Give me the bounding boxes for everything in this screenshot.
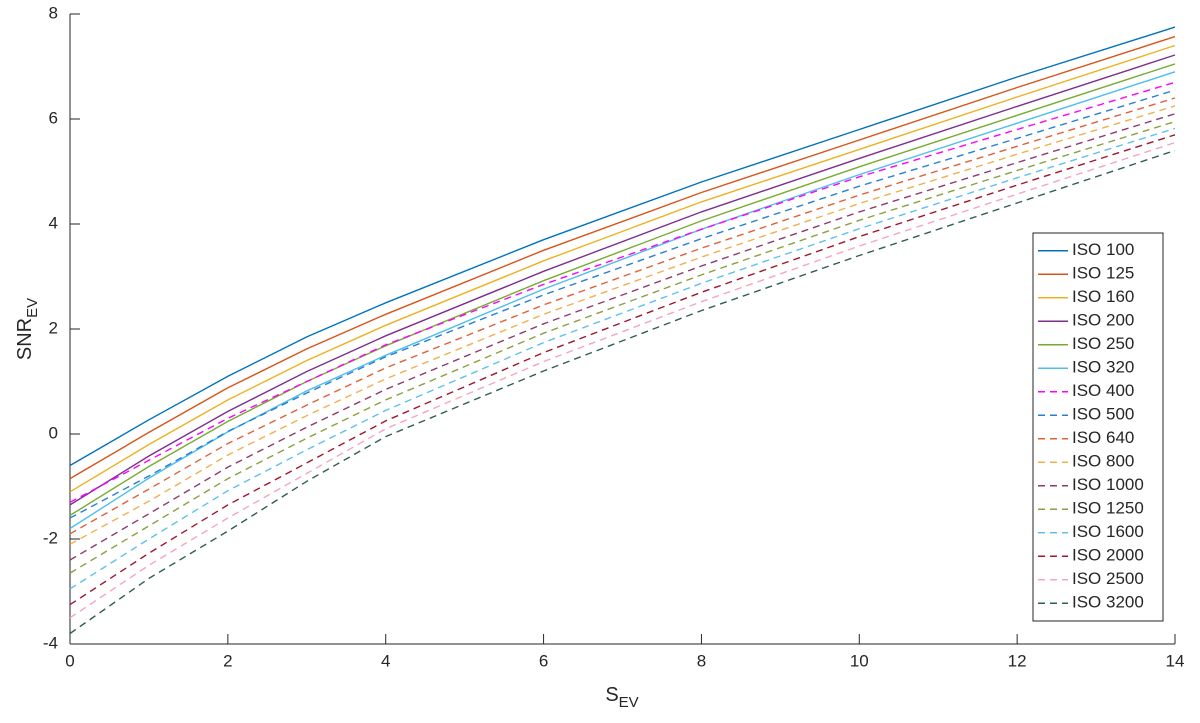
y-tick-label: 0 — [49, 423, 58, 442]
legend-label: ISO 2000 — [1072, 546, 1144, 565]
x-tick-label: 14 — [1166, 651, 1185, 670]
legend-label: ISO 1000 — [1072, 475, 1144, 494]
x-tick-label: 0 — [65, 651, 74, 670]
series-line — [69, 105, 1176, 545]
series-line — [69, 54, 1176, 506]
y-tick-label: -4 — [43, 633, 58, 652]
y-tick-label: 4 — [49, 213, 58, 232]
series-line — [69, 97, 1176, 535]
y-label-sub: EV — [24, 298, 41, 318]
legend-label: ISO 640 — [1072, 428, 1134, 447]
x-tick-label: 6 — [539, 651, 548, 670]
x-tick-label: 4 — [381, 651, 390, 670]
y-tick-label: 6 — [49, 108, 58, 127]
series-line — [69, 26, 1176, 467]
series-line — [69, 127, 1176, 590]
legend-label: ISO 160 — [1072, 287, 1134, 306]
x-label-main: S — [605, 684, 618, 706]
legend-label: ISO 250 — [1072, 334, 1134, 353]
legend-label: ISO 1600 — [1072, 522, 1144, 541]
series-line — [69, 149, 1176, 635]
legend-label: ISO 320 — [1072, 358, 1134, 377]
legend-label: ISO 1250 — [1072, 499, 1144, 518]
series-line — [69, 44, 1176, 493]
legend-label: ISO 400 — [1072, 381, 1134, 400]
legend-label: ISO 125 — [1072, 264, 1134, 283]
series-line — [69, 120, 1176, 574]
series-line — [69, 89, 1176, 519]
x-tick-label: 12 — [1008, 651, 1027, 670]
series-line — [69, 113, 1176, 561]
y-tick-label: -2 — [43, 528, 58, 547]
legend-label: ISO 800 — [1072, 452, 1134, 471]
series-line — [69, 141, 1176, 619]
legend-label: ISO 200 — [1072, 311, 1134, 330]
legend-label: ISO 3200 — [1072, 593, 1144, 612]
x-axis-label: SEV — [605, 684, 638, 711]
y-axis-label: SNREV — [14, 298, 41, 360]
y-tick-label: 8 — [49, 3, 58, 22]
legend-label: ISO 2500 — [1072, 569, 1144, 588]
x-tick-label: 8 — [697, 651, 706, 670]
legend-label: ISO 500 — [1072, 405, 1134, 424]
series-line — [69, 35, 1176, 480]
series-line — [69, 63, 1176, 516]
series-line — [69, 81, 1176, 503]
legend-label: ISO 100 — [1072, 240, 1134, 259]
x-tick-label: 10 — [850, 651, 869, 670]
x-tick-label: 2 — [223, 651, 232, 670]
y-tick-label: 2 — [49, 318, 58, 337]
x-label-sub: EV — [619, 694, 639, 711]
y-label-main: SNR — [14, 318, 36, 360]
series-line — [69, 71, 1176, 530]
